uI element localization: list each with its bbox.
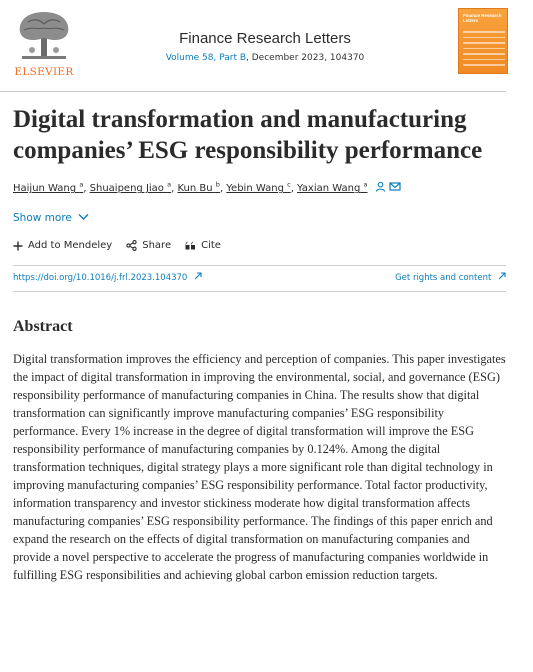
journal-meta: Volume 58, Part B, December 2023, 104370	[140, 53, 390, 63]
journal-info: Finance Research Letters Volume 58, Part…	[140, 30, 390, 63]
author-link[interactable]: Shuaipeng Jiao a	[89, 181, 172, 195]
journal-header: ELSEVIER Finance Research Letters Volume…	[0, 0, 533, 92]
cite-button[interactable]: Cite	[185, 240, 221, 251]
abstract-heading: Abstract	[13, 318, 73, 335]
plus-icon	[13, 241, 23, 250]
header-divider	[0, 91, 506, 92]
show-more-button[interactable]: Show more	[13, 212, 89, 224]
doi-divider	[13, 291, 506, 292]
email-icon[interactable]	[389, 181, 401, 192]
add-to-mendeley-button[interactable]: Add to Mendeley	[13, 240, 112, 251]
journal-cover-thumbnail[interactable]: Finance Research Letters	[458, 8, 508, 74]
share-label: Share	[142, 240, 172, 251]
rights-link[interactable]: Get rights and content	[395, 272, 506, 283]
article-actions: Add to Mendeley Share Cite	[13, 240, 221, 251]
volume-link[interactable]: Volume 58, Part B	[165, 53, 247, 63]
author-link[interactable]: Yaxian Wang a	[297, 181, 368, 195]
actions-divider	[13, 265, 506, 266]
show-more-label: Show more	[13, 212, 72, 224]
add-to-mendeley-label: Add to Mendeley	[28, 240, 113, 251]
author-link[interactable]: Yebin Wang c	[226, 181, 291, 195]
external-link-icon	[194, 272, 202, 280]
cite-label: Cite	[201, 240, 221, 251]
doi-link[interactable]: https://doi.org/10.1016/j.frl.2023.10437…	[13, 272, 202, 283]
elsevier-logo[interactable]: ELSEVIER	[12, 8, 76, 78]
article-title: Digital transformation and manufacturing…	[13, 106, 483, 164]
cover-decoration	[463, 31, 505, 70]
elsevier-tree-icon	[19, 12, 69, 59]
abstract-text: Digital transformation improves the effi…	[13, 352, 506, 582]
cover-title: Finance Research Letters	[463, 13, 502, 24]
share-button[interactable]: Share	[126, 240, 171, 251]
author-link[interactable]: Haijun Wang a	[13, 181, 84, 195]
chevron-down-icon	[78, 214, 89, 220]
person-icon[interactable]	[375, 181, 386, 193]
issue-date: , December 2023, 104370	[246, 53, 365, 63]
share-icon	[126, 240, 137, 251]
journal-title[interactable]: Finance Research Letters	[179, 30, 351, 47]
author-list: Haijun Wang a, Shuaipeng Jiao a, Kun Bu …	[13, 181, 513, 195]
external-link-icon	[498, 272, 506, 280]
quote-icon	[185, 241, 196, 250]
elsevier-wordmark: ELSEVIER	[14, 66, 74, 78]
author-link[interactable]: Kun Bu b	[177, 181, 220, 195]
